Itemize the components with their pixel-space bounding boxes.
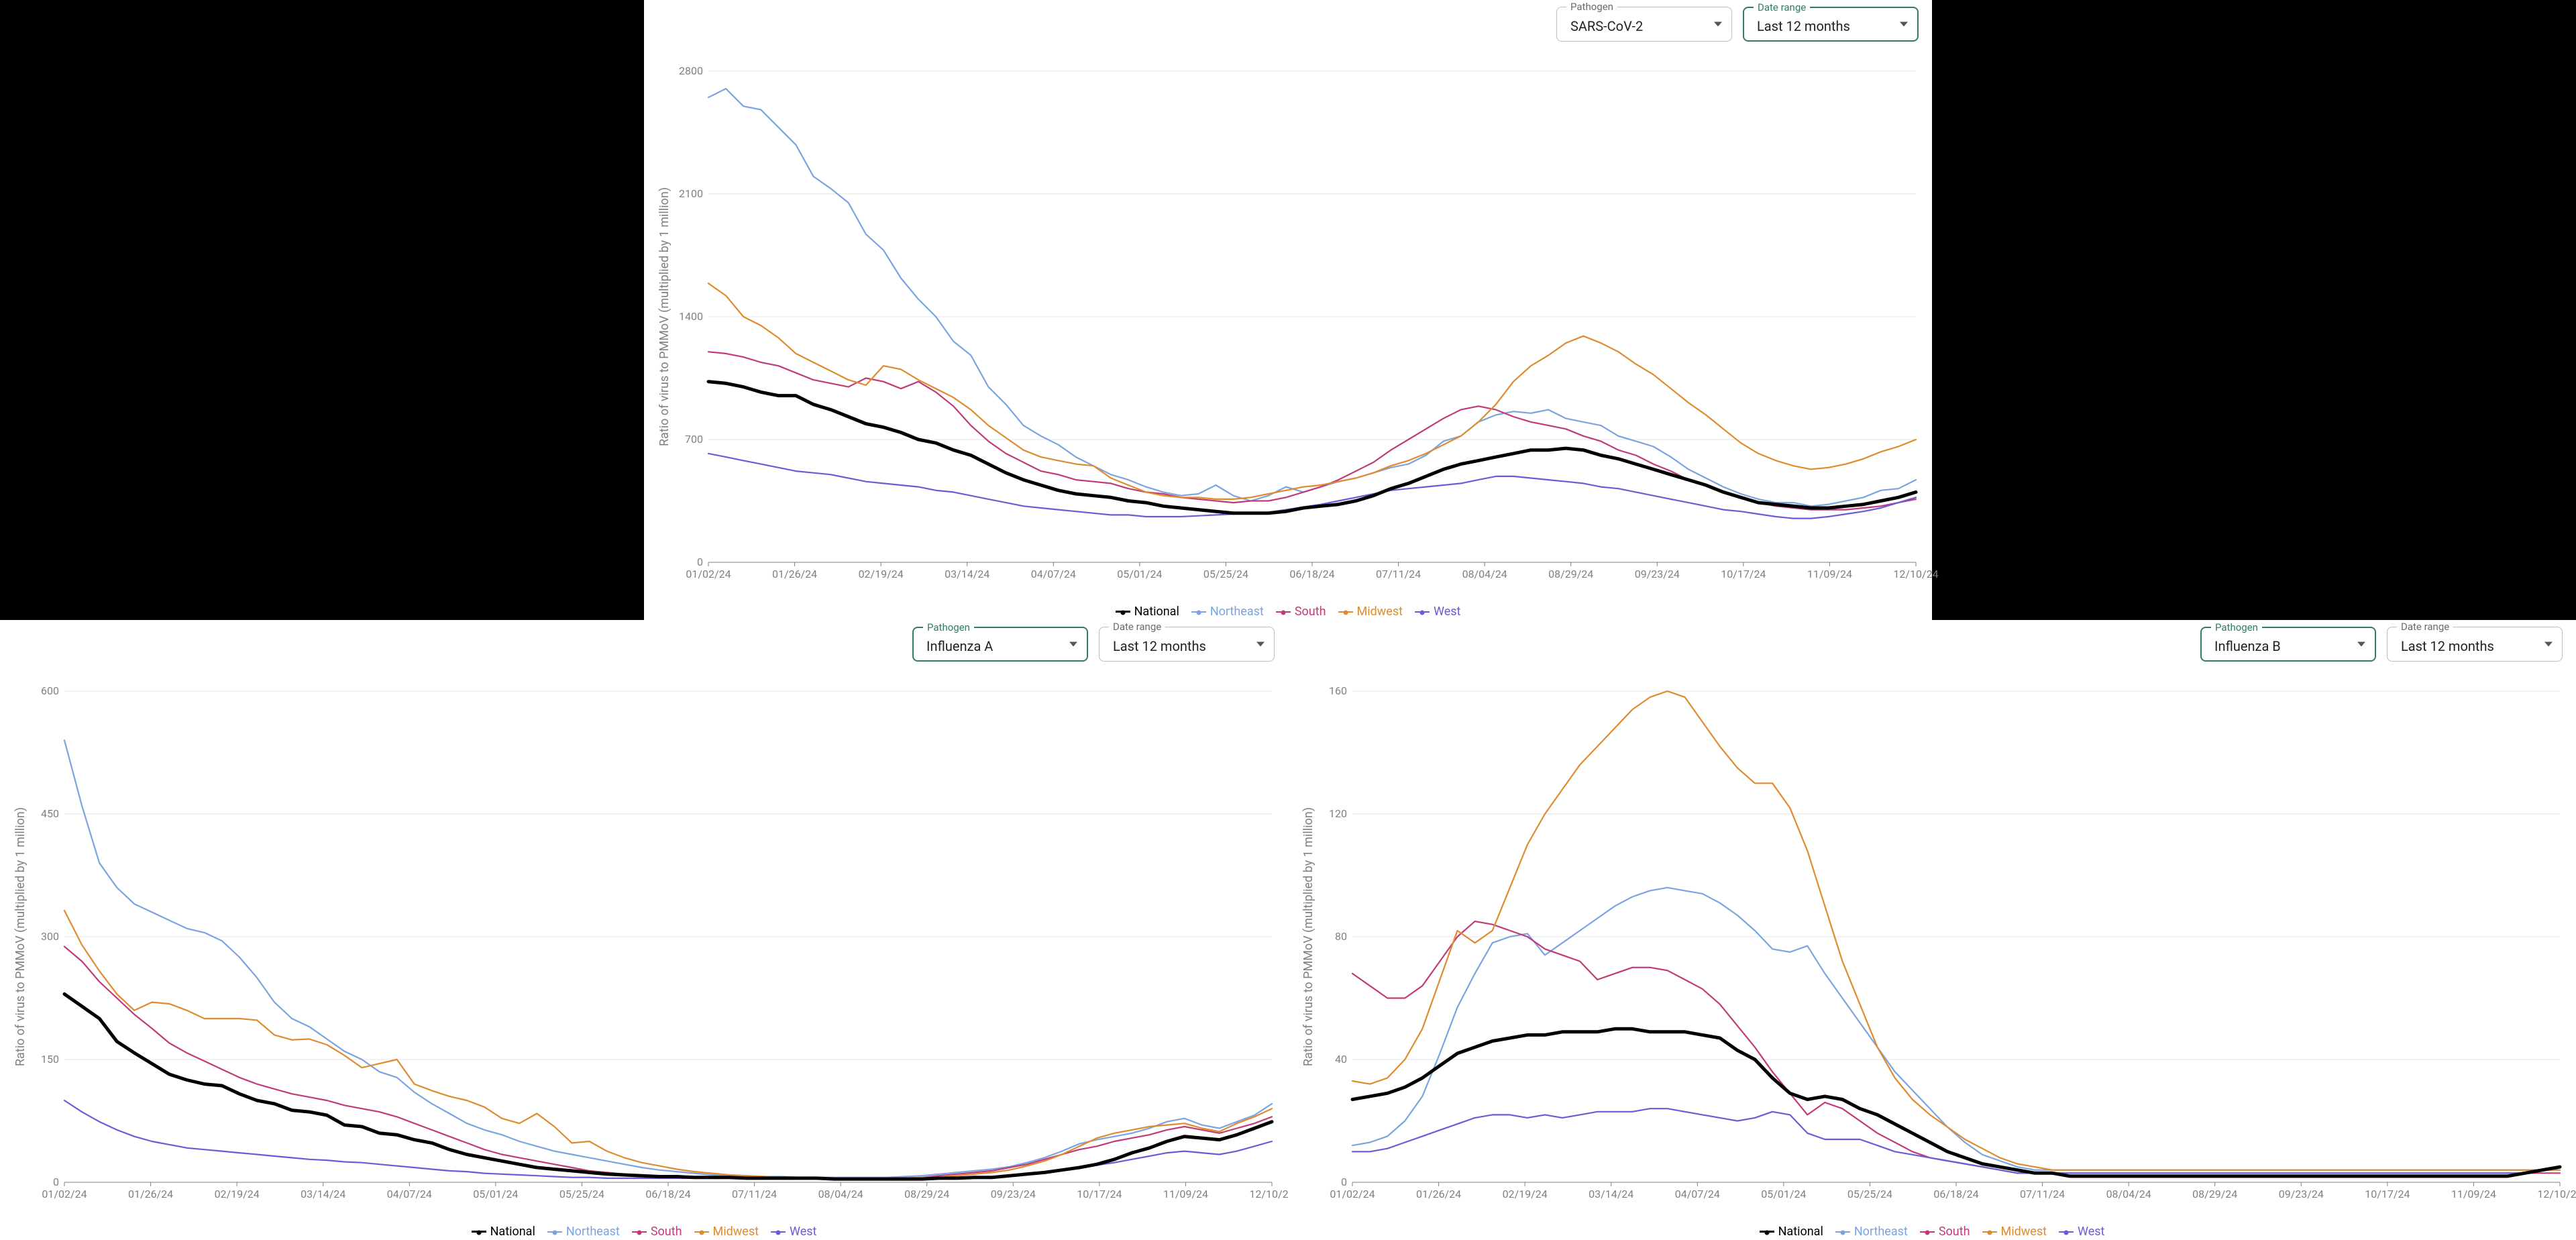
y-axis-label: Ratio of virus to PMMoV (multiplied by 1… bbox=[1301, 691, 1316, 1182]
legend-item-northeast: Northeast bbox=[1835, 1225, 1908, 1239]
legend-item-south: South bbox=[1276, 605, 1326, 619]
legend-swatch-line bbox=[1338, 611, 1353, 613]
influenza-a-panel: PathogenInfluenza ADate rangeLast 12 mon… bbox=[0, 620, 1288, 1240]
legend-swatch-line bbox=[2059, 1231, 2074, 1233]
legend-item-west: West bbox=[1415, 605, 1460, 619]
sars-cov-2-panel: PathogenSARS-CoV-2Date rangeLast 12 mont… bbox=[644, 0, 1932, 620]
legend-swatch-dot bbox=[1987, 1230, 1992, 1235]
series-line-national bbox=[708, 382, 1916, 513]
legend-label: Northeast bbox=[566, 1225, 620, 1239]
chart-svg bbox=[1288, 620, 2576, 1240]
series-line-south bbox=[64, 947, 1272, 1180]
legend-swatch-dot bbox=[1925, 1230, 1929, 1235]
legend-label: Midwest bbox=[713, 1225, 759, 1239]
series-line-midwest bbox=[708, 283, 1916, 499]
legend-swatch-dot bbox=[552, 1230, 557, 1235]
legend-item-west: West bbox=[771, 1225, 816, 1239]
legend-label: National bbox=[1778, 1225, 1823, 1239]
legend-item-northeast: Northeast bbox=[547, 1225, 620, 1239]
legend-swatch-line bbox=[1760, 1231, 1774, 1233]
legend: National Northeast South Midwest West bbox=[1288, 1225, 2576, 1239]
legend-item-west: West bbox=[2059, 1225, 2104, 1239]
legend-swatch-dot bbox=[637, 1230, 641, 1235]
legend-item-south: South bbox=[1920, 1225, 1970, 1239]
legend-item-northeast: Northeast bbox=[1191, 605, 1264, 619]
legend-label: South bbox=[1939, 1225, 1970, 1239]
legend-swatch-dot bbox=[2064, 1230, 2069, 1235]
chart-svg bbox=[0, 620, 1288, 1240]
legend-swatch-dot bbox=[1420, 610, 1425, 615]
legend-swatch-dot bbox=[699, 1230, 704, 1235]
legend-swatch-dot bbox=[1281, 610, 1285, 615]
legend-swatch-dot bbox=[1764, 1231, 1769, 1235]
legend-item-midwest: Midwest bbox=[1982, 1225, 2047, 1239]
chart-svg bbox=[644, 0, 1932, 620]
legend-swatch-line bbox=[1276, 611, 1291, 613]
legend-swatch-line bbox=[694, 1231, 709, 1233]
series-line-northeast bbox=[708, 89, 1916, 506]
legend-item-national: National bbox=[1116, 605, 1179, 619]
legend-label: South bbox=[651, 1225, 682, 1239]
series-line-midwest bbox=[64, 911, 1272, 1178]
series-line-northeast bbox=[64, 740, 1272, 1178]
legend-swatch-line bbox=[632, 1231, 647, 1233]
legend: National Northeast South Midwest West bbox=[0, 1225, 1288, 1239]
y-axis-label: Ratio of virus to PMMoV (multiplied by 1… bbox=[657, 71, 672, 562]
legend-swatch-line bbox=[1982, 1231, 1997, 1233]
legend-label: West bbox=[1434, 605, 1460, 619]
legend-swatch-dot bbox=[776, 1230, 781, 1235]
legend-swatch-dot bbox=[1196, 610, 1201, 615]
legend-swatch-line bbox=[1415, 611, 1430, 613]
legend-label: West bbox=[2078, 1225, 2104, 1239]
series-line-national bbox=[64, 994, 1272, 1179]
legend-item-south: South bbox=[632, 1225, 682, 1239]
series-line-midwest bbox=[1352, 691, 2560, 1170]
legend-item-midwest: Midwest bbox=[694, 1225, 759, 1239]
legend-swatch-line bbox=[1835, 1231, 1850, 1233]
legend: National Northeast South Midwest West bbox=[644, 605, 1932, 619]
legend-label: Northeast bbox=[1854, 1225, 1908, 1239]
legend-swatch-dot bbox=[1343, 610, 1348, 615]
legend-item-national: National bbox=[1760, 1225, 1823, 1239]
legend-label: South bbox=[1295, 605, 1326, 619]
series-line-west bbox=[1352, 1108, 2560, 1173]
legend-swatch-line bbox=[1116, 611, 1130, 613]
legend-label: West bbox=[790, 1225, 816, 1239]
legend-swatch-line bbox=[1191, 611, 1206, 613]
legend-label: National bbox=[1134, 605, 1179, 619]
legend-label: Midwest bbox=[2001, 1225, 2047, 1239]
series-line-northeast bbox=[1352, 888, 2560, 1170]
legend-swatch-dot bbox=[1840, 1230, 1845, 1235]
legend-swatch-line bbox=[771, 1231, 786, 1233]
series-line-national bbox=[1352, 1029, 2560, 1176]
legend-label: Midwest bbox=[1357, 605, 1403, 619]
legend-swatch-dot bbox=[1120, 611, 1125, 615]
legend-swatch-line bbox=[547, 1231, 562, 1233]
legend-swatch-line bbox=[1920, 1231, 1935, 1233]
influenza-b-panel: PathogenInfluenza BDate rangeLast 12 mon… bbox=[1288, 620, 2576, 1240]
legend-label: Northeast bbox=[1210, 605, 1264, 619]
legend-item-midwest: Midwest bbox=[1338, 605, 1403, 619]
legend-swatch-line bbox=[472, 1231, 486, 1233]
y-axis-label: Ratio of virus to PMMoV (multiplied by 1… bbox=[13, 691, 28, 1182]
legend-swatch-dot bbox=[476, 1231, 481, 1235]
legend-item-national: National bbox=[472, 1225, 535, 1239]
legend-label: National bbox=[490, 1225, 535, 1239]
